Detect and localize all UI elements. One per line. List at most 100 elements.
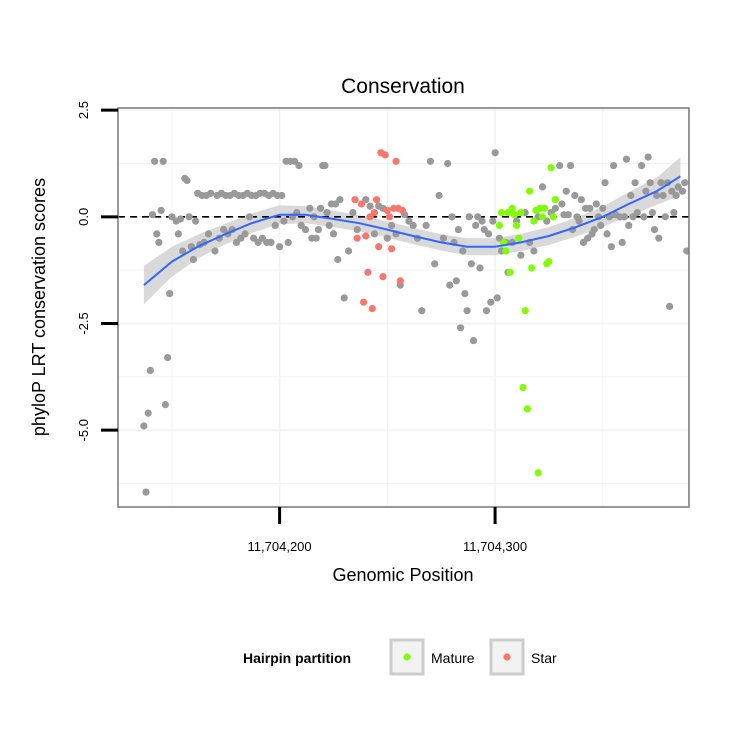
data-point bbox=[457, 324, 465, 332]
data-point bbox=[502, 247, 510, 255]
x-axis-title: Genomic Position bbox=[332, 565, 473, 585]
data-point bbox=[271, 221, 279, 229]
data-point bbox=[650, 226, 659, 234]
data-point bbox=[278, 191, 286, 200]
data-point bbox=[385, 213, 394, 221]
data-point bbox=[513, 221, 521, 229]
data-point bbox=[185, 213, 193, 221]
data-point bbox=[670, 209, 678, 217]
y-tick-label: 0.0 bbox=[76, 208, 91, 226]
data-point bbox=[659, 191, 667, 200]
data-point bbox=[476, 264, 484, 272]
data-point bbox=[316, 204, 325, 212]
data-point bbox=[284, 238, 292, 246]
data-point bbox=[677, 96, 684, 103]
data-point bbox=[207, 189, 215, 197]
data-point bbox=[159, 157, 167, 165]
data-point bbox=[469, 337, 478, 345]
data-point bbox=[446, 281, 454, 289]
legend-label: Mature bbox=[431, 650, 475, 666]
data-point bbox=[625, 221, 633, 229]
data-point bbox=[396, 277, 404, 285]
data-point bbox=[620, 213, 629, 221]
data-point bbox=[295, 162, 303, 170]
data-point bbox=[558, 200, 566, 208]
data-point bbox=[314, 226, 322, 234]
data-point bbox=[459, 247, 467, 255]
data-point bbox=[646, 179, 654, 187]
y-tick-label: 2.5 bbox=[76, 101, 91, 119]
data-point bbox=[368, 305, 376, 313]
data-point bbox=[426, 157, 434, 165]
legend-title: Hairpin partition bbox=[243, 650, 351, 666]
data-point bbox=[452, 277, 460, 285]
data-point bbox=[364, 268, 372, 276]
data-point bbox=[497, 209, 506, 217]
data-point bbox=[174, 230, 182, 238]
data-point bbox=[636, 96, 643, 103]
data-point bbox=[422, 221, 430, 229]
panel-background bbox=[118, 108, 689, 507]
legend: Hairpin partition Mature Star bbox=[243, 638, 557, 676]
data-point bbox=[142, 488, 150, 496]
data-point bbox=[301, 226, 310, 234]
data-point bbox=[312, 234, 320, 242]
panel-border bbox=[117, 107, 690, 508]
smooth-trend-line bbox=[143, 175, 681, 286]
data-point bbox=[601, 179, 609, 187]
data-point bbox=[409, 221, 417, 229]
data-point bbox=[183, 176, 191, 185]
confidence-band bbox=[143, 157, 681, 305]
data-point bbox=[638, 162, 646, 170]
data-point bbox=[463, 307, 471, 315]
data-point bbox=[321, 162, 329, 170]
legend-item-star: Star bbox=[489, 638, 557, 676]
data-point bbox=[353, 234, 361, 242]
data-point bbox=[661, 213, 669, 221]
data-point bbox=[192, 217, 200, 225]
data-point bbox=[631, 179, 639, 187]
data-point bbox=[489, 217, 497, 225]
legend-swatch bbox=[503, 653, 511, 661]
data-point bbox=[590, 226, 598, 234]
data-point bbox=[148, 211, 157, 219]
data-point bbox=[151, 157, 159, 165]
data-point bbox=[336, 196, 344, 204]
data-point bbox=[472, 221, 480, 229]
data-point bbox=[655, 234, 663, 242]
data-point bbox=[577, 196, 585, 204]
data-point bbox=[323, 209, 331, 217]
data-point bbox=[666, 302, 674, 310]
series-star bbox=[351, 149, 406, 313]
plot-panel bbox=[117, 96, 690, 508]
data-point bbox=[482, 307, 491, 315]
data-point bbox=[487, 298, 495, 306]
data-point bbox=[653, 191, 661, 200]
data-point bbox=[530, 217, 538, 225]
data-point bbox=[334, 255, 342, 264]
data-point bbox=[362, 232, 370, 240]
data-point bbox=[517, 251, 525, 259]
data-point bbox=[627, 191, 635, 200]
series-mature bbox=[495, 164, 560, 477]
data-point bbox=[597, 221, 605, 229]
data-point bbox=[140, 422, 148, 430]
data-point bbox=[373, 196, 381, 204]
data-point bbox=[435, 191, 443, 200]
data-point bbox=[357, 200, 366, 208]
data-point bbox=[493, 294, 501, 302]
data-point bbox=[276, 243, 284, 251]
data-point bbox=[672, 191, 680, 200]
data-point bbox=[340, 294, 348, 302]
data-point bbox=[562, 187, 570, 195]
data-point bbox=[370, 230, 378, 238]
data-point bbox=[618, 238, 626, 246]
data-point bbox=[144, 409, 152, 417]
data-point bbox=[153, 230, 161, 238]
data-point bbox=[381, 151, 389, 159]
data-point bbox=[478, 217, 486, 225]
data-point bbox=[189, 255, 197, 264]
legend-item-mature: Mature bbox=[389, 638, 475, 676]
data-point bbox=[383, 206, 391, 214]
data-point bbox=[157, 206, 165, 214]
